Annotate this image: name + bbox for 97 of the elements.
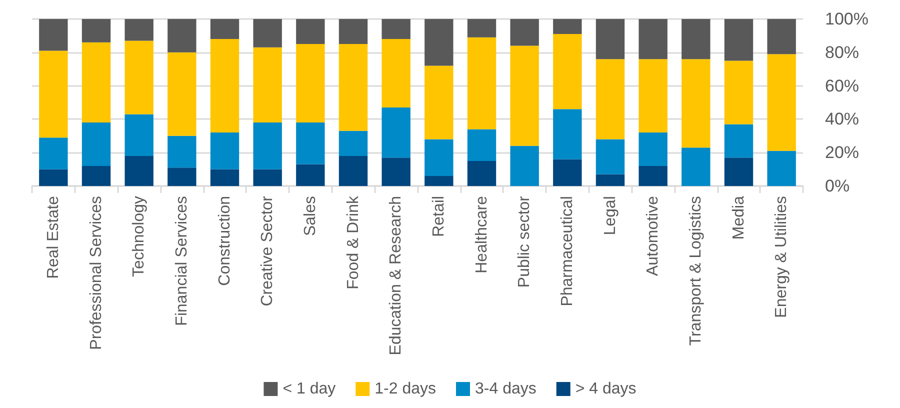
bar [296,44,325,123]
x-tick-label: Real Estate [44,196,62,279]
bar [724,124,754,158]
bar [382,19,410,40]
bar [338,156,368,186]
bar [253,19,282,48]
bar [338,130,368,156]
legend-label: > 4 days [575,380,636,398]
bar [253,47,282,123]
x-tick-label: Public sector [516,195,534,288]
bar [467,129,496,161]
bar [424,66,454,140]
bar [767,150,796,186]
y-tick-label: 40% [825,110,860,129]
bar [296,164,325,186]
bar [510,19,539,46]
bar [638,19,668,60]
y-tick-label: 80% [825,42,860,62]
bar [168,52,196,136]
x-tick-label: Professional Services [88,196,105,350]
bar [253,169,282,186]
bar [124,40,154,114]
bar [210,132,240,170]
bar [338,44,368,131]
bar [510,46,539,146]
bar [39,50,68,138]
x-tick-label: Transport & Logistics [687,196,704,346]
bar [553,109,582,160]
bar [124,114,154,156]
bar [638,166,668,186]
bar [638,59,668,133]
legend-label: < 1 day [282,380,336,398]
bar [210,19,240,40]
x-tick-label: Retail [430,196,448,237]
bar [767,19,796,54]
bar [82,122,111,166]
x-tick-label: Automotive [644,196,662,276]
x-tick-label: Creative Sector [259,195,276,306]
bar [382,158,410,186]
bar [467,160,496,186]
bar [39,169,68,186]
bar [424,19,454,66]
bar [596,174,625,186]
bar [82,19,111,42]
bar [124,19,154,41]
x-tick-label: Sales [302,196,319,236]
bar [767,54,796,151]
bar [338,19,368,44]
bar [467,19,496,38]
x-tick-label: Food & Drink [344,195,362,290]
x-tick-label: Construction [216,196,234,286]
y-tick-label: 0% [825,176,850,196]
bar [553,159,582,186]
bar [210,39,240,133]
bar [596,19,625,60]
bar [510,146,539,186]
legend-label: 3-4 days [475,380,536,398]
y-tick-label: 60% [825,76,860,96]
bar [682,19,710,60]
x-tick-label: Education & Research [388,196,405,356]
legend-label: 1-2 days [374,380,436,398]
bar [168,19,196,52]
bar [39,138,68,170]
bar [682,59,710,148]
x-tick-label: Financial Services [173,196,190,326]
bar [124,156,154,186]
bar [296,122,325,164]
bar [553,19,582,34]
x-tick-label: Healthcare [473,196,490,274]
bar [82,42,111,123]
y-tick-label: 100% [825,10,868,28]
bar [467,37,496,130]
bar [382,108,410,158]
bar [424,139,454,176]
bar [724,60,754,124]
bar [382,39,410,108]
bar [253,122,282,170]
bar [168,136,196,168]
bar [638,132,668,166]
bar [724,158,754,186]
bar [724,19,754,61]
x-tick-label: Media [730,196,748,240]
bar [553,34,582,110]
bar [596,139,625,174]
bar [168,168,196,186]
bar [82,166,111,186]
y-tick-label: 20% [825,143,860,162]
bar [210,169,240,186]
x-tick-label: Pharmaceutical [558,196,576,306]
bar [296,19,325,44]
bar [424,176,454,186]
bar [39,19,68,51]
bar [596,59,625,140]
x-tick-label: Legal [602,196,619,236]
bar [682,148,710,186]
x-tick-label: Technology [130,196,148,277]
x-tick-label: Energy & Utilities [773,196,790,318]
